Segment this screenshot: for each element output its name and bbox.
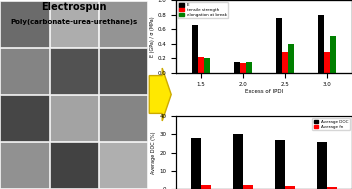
- Bar: [50, 95, 98, 141]
- Bar: [201, 185, 211, 189]
- Bar: [327, 187, 337, 189]
- Bar: [233, 135, 243, 189]
- Legend: Average DOC, Average fn: Average DOC, Average fn: [313, 118, 350, 130]
- Bar: [234, 62, 240, 73]
- Bar: [285, 186, 295, 189]
- Legend: E, tensile strength, elongation at break: E, tensile strength, elongation at break: [178, 2, 228, 18]
- Bar: [275, 140, 285, 189]
- Bar: [288, 44, 294, 73]
- Bar: [99, 48, 147, 94]
- Y-axis label: Average DOC (%): Average DOC (%): [151, 131, 157, 174]
- Bar: [99, 95, 147, 141]
- Bar: [243, 185, 253, 189]
- Bar: [204, 58, 210, 73]
- Bar: [0, 142, 49, 188]
- Bar: [192, 26, 198, 73]
- Bar: [0, 1, 49, 47]
- Bar: [0, 95, 49, 141]
- Bar: [317, 142, 327, 189]
- Bar: [50, 48, 98, 94]
- Bar: [330, 36, 336, 73]
- Bar: [50, 142, 98, 188]
- Bar: [0, 48, 49, 94]
- Text: Poly(carbonate-urea-urethane)s: Poly(carbonate-urea-urethane)s: [10, 19, 138, 25]
- Bar: [99, 1, 147, 47]
- Bar: [276, 18, 282, 73]
- Bar: [240, 63, 246, 73]
- Bar: [198, 57, 204, 73]
- Bar: [246, 62, 252, 73]
- Y-axis label: E (GPa) / σ (MPa): E (GPa) / σ (MPa): [150, 16, 155, 57]
- Bar: [324, 52, 330, 73]
- Bar: [99, 142, 147, 188]
- FancyArrow shape: [149, 68, 171, 121]
- Bar: [318, 15, 324, 73]
- Text: Electrospun: Electrospun: [41, 2, 107, 12]
- Bar: [191, 138, 201, 189]
- Bar: [282, 52, 288, 73]
- X-axis label: Excess of IPDI: Excess of IPDI: [245, 89, 283, 94]
- Bar: [50, 1, 98, 47]
